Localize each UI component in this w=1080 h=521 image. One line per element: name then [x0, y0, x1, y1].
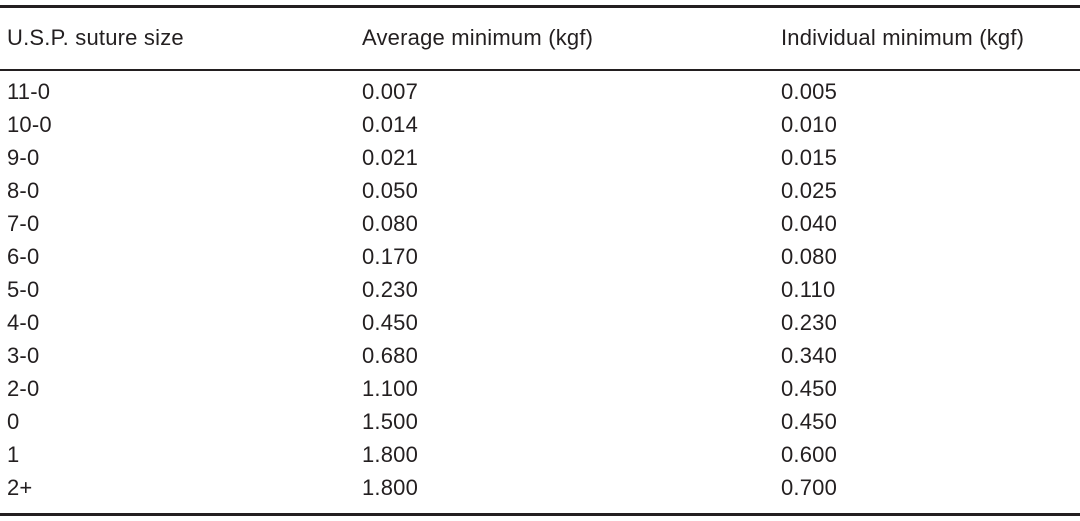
individual-minimum-cell: 0.110: [781, 277, 836, 302]
average-minimum-cell: 0.014: [362, 112, 419, 137]
column-header-individual-minimum: Individual minimum (kgf): [781, 25, 1025, 50]
average-minimum-cell: 0.230: [362, 277, 419, 302]
suture-size-cell: 2+: [7, 475, 33, 500]
table-bottom-rule: [0, 513, 1080, 516]
table-row: 6-0 0.170 0.080: [0, 242, 1080, 275]
table-header-row: U.S.P. suture size Average minimum (kgf)…: [0, 23, 1080, 57]
header-divider-rule: [0, 69, 1080, 71]
average-minimum-cell: 0.021: [362, 145, 419, 170]
individual-minimum-cell: 0.450: [781, 376, 838, 401]
individual-minimum-cell: 0.040: [781, 211, 838, 236]
table-row: 2-0 1.100 0.450: [0, 374, 1080, 407]
individual-minimum-cell: 0.015: [781, 145, 838, 170]
suture-size-cell: 8-0: [7, 178, 40, 203]
individual-minimum-cell: 0.010: [781, 112, 838, 137]
average-minimum-cell: 0.170: [362, 244, 419, 269]
individual-minimum-cell: 0.230: [781, 310, 838, 335]
individual-minimum-cell: 0.080: [781, 244, 838, 269]
average-minimum-cell: 0.007: [362, 79, 419, 104]
suture-size-cell: 0: [7, 409, 20, 434]
table-row: 11-0 0.007 0.005: [0, 77, 1080, 110]
average-minimum-cell: 1.500: [362, 409, 419, 434]
suture-size-cell: 11-0: [7, 79, 51, 104]
suture-size-cell: 1: [7, 442, 20, 467]
suture-size-cell: 9-0: [7, 145, 40, 170]
column-header-suture-size: U.S.P. suture size: [7, 25, 184, 50]
suture-size-cell: 10-0: [7, 112, 52, 137]
table-row: 2+ 1.800 0.700: [0, 473, 1080, 506]
average-minimum-cell: 0.450: [362, 310, 419, 335]
individual-minimum-cell: 0.450: [781, 409, 838, 434]
table-row: 9-0 0.021 0.015: [0, 143, 1080, 176]
table-row: 5-0 0.230 0.110: [0, 275, 1080, 308]
table-row: 4-0 0.450 0.230: [0, 308, 1080, 341]
suture-size-cell: 3-0: [7, 343, 40, 368]
table-row: 10-0 0.014 0.010: [0, 110, 1080, 143]
suture-size-cell: 4-0: [7, 310, 40, 335]
suture-size-cell: 2-0: [7, 376, 40, 401]
suture-size-cell: 7-0: [7, 211, 40, 236]
average-minimum-cell: 1.800: [362, 442, 419, 467]
average-minimum-cell: 0.680: [362, 343, 419, 368]
suture-size-cell: 5-0: [7, 277, 40, 302]
table-row: 0 1.500 0.450: [0, 407, 1080, 440]
individual-minimum-cell: 0.700: [781, 475, 838, 500]
table-body: 11-0 0.007 0.005 10-0 0.014 0.010 9-0 0.…: [0, 77, 1080, 506]
individual-minimum-cell: 0.600: [781, 442, 838, 467]
table-row: 1 1.800 0.600: [0, 440, 1080, 473]
suture-size-cell: 6-0: [7, 244, 40, 269]
individual-minimum-cell: 0.025: [781, 178, 838, 203]
average-minimum-cell: 0.080: [362, 211, 419, 236]
average-minimum-cell: 1.100: [362, 376, 419, 401]
table-row: 3-0 0.680 0.340: [0, 341, 1080, 374]
column-header-average-minimum: Average minimum (kgf): [362, 25, 594, 50]
table-row: 8-0 0.050 0.025: [0, 176, 1080, 209]
average-minimum-cell: 1.800: [362, 475, 419, 500]
individual-minimum-cell: 0.340: [781, 343, 838, 368]
table-row: 7-0 0.080 0.040: [0, 209, 1080, 242]
individual-minimum-cell: 0.005: [781, 79, 838, 104]
average-minimum-cell: 0.050: [362, 178, 419, 203]
table-top-rule: [0, 5, 1080, 8]
